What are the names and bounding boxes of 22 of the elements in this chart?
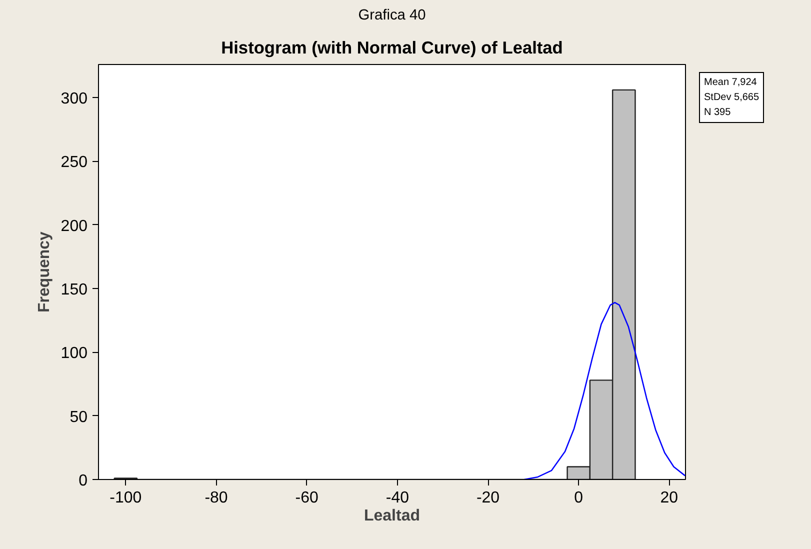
x-tick-label: -40 — [386, 490, 410, 506]
x-tick-label: -20 — [476, 490, 500, 506]
text: StDev 5,665 — [704, 91, 760, 105]
x-tick-label: -80 — [204, 490, 228, 506]
text: Mean 7,924 — [704, 76, 758, 90]
y-axis-title: Frequency — [36, 231, 53, 312]
y-tick-label: 0 — [78, 472, 88, 490]
line-series — [524, 302, 686, 480]
y-tick-label: 300 — [60, 90, 88, 108]
y-tick-label: 200 — [60, 218, 88, 235]
y-tick-label: 50 — [70, 408, 88, 426]
y-tick-label: 150 — [60, 282, 88, 299]
y-tick-label: 250 — [60, 154, 88, 172]
y-tick-label: 100 — [60, 345, 88, 362]
x-tick-label: -100 — [110, 490, 142, 506]
x-axis-title: Lealtad — [364, 508, 420, 524]
x-tick-label: -60 — [295, 490, 319, 506]
x-tick-label: 20 — [660, 490, 678, 506]
text: N 395 — [704, 106, 732, 120]
text: Grafica 40 — [358, 8, 426, 24]
x-tick-label: 0 — [574, 490, 584, 506]
chart-title: Histogram (with Normal Curve) of Lealtad — [221, 38, 563, 58]
